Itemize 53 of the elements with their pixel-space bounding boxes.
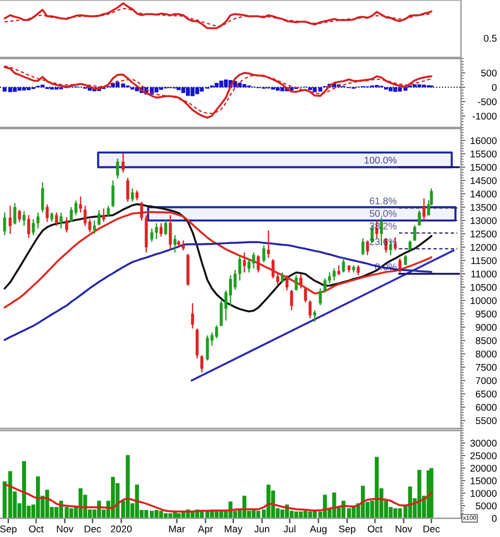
y-tick-label: 10000: [470, 297, 497, 304]
y-tick-label: 15000: [470, 164, 497, 171]
series-label: 0.0%: [375, 263, 397, 270]
y-tick-label: 14500: [470, 177, 497, 184]
x-tick-label: Dec: [424, 526, 440, 532]
y-tick-label: 16000: [470, 137, 497, 144]
y-tick-label: 13500: [470, 204, 497, 211]
y-tick-label: 15500: [470, 150, 497, 158]
y-tick-label: 10500: [470, 284, 497, 291]
x-tick-label: 2020: [110, 526, 132, 532]
x-tick-label: Sep: [0, 526, 17, 534]
y-tick-label: 0: [492, 515, 497, 522]
y-tick-label: 12500: [470, 230, 497, 238]
x-tick-label: Apr: [198, 526, 213, 534]
y-tick-label: 8500: [476, 337, 497, 344]
y-tick-label: 8000: [476, 350, 497, 358]
y-tick-label: 20000: [470, 464, 497, 472]
x-tick-label: Dec: [84, 526, 101, 532]
x-tick-label: Nov: [56, 526, 74, 532]
series-label: 50.0%: [370, 210, 397, 217]
text: 0.5: [484, 34, 497, 42]
x-tick-label: Nov: [396, 526, 412, 532]
x-tick-label: Jun: [254, 526, 270, 532]
x-tick-label: Sep: [338, 526, 356, 534]
y-tick-label: 9500: [476, 310, 497, 318]
y-tick-label: 13000: [470, 217, 497, 224]
series-label: 61.8%: [370, 197, 397, 204]
y-tick-label: 9000: [476, 324, 497, 331]
y-tick-label: -500: [478, 98, 497, 106]
y-tick-label: 10000: [470, 490, 497, 497]
y-tick-label: 11000: [471, 270, 497, 278]
x-tick-label: Aug: [310, 526, 326, 534]
x-tick-label: Mar: [169, 526, 186, 532]
y-tick-label: 15000: [470, 477, 497, 484]
y-tick-label: 7000: [476, 377, 497, 384]
y-tick-label: -1000: [472, 112, 497, 120]
y-tick-label: 14000: [470, 190, 497, 198]
x-tick-label: May: [224, 526, 242, 534]
y-tick-label: 6500: [476, 390, 497, 398]
x-tick-label: Oct: [368, 526, 382, 532]
y-tick-label: 0: [492, 84, 497, 91]
y-tick-label: 500: [481, 70, 497, 76]
x-tick-label: Jul: [284, 525, 296, 532]
y-tick-label: 5000: [476, 502, 497, 510]
y-tick-label: 12000: [470, 244, 497, 251]
y-tick-label: 5500: [476, 417, 497, 424]
y-tick-label: 25000: [470, 452, 497, 460]
series-label: 100.0%: [364, 156, 397, 164]
y-tick-label: 30000: [470, 440, 497, 447]
y-tick-label: 6000: [476, 404, 497, 411]
y-tick-label: 11500: [471, 257, 497, 264]
y-tick-label: 7500: [476, 364, 497, 371]
x-tick-label: Oct: [29, 526, 44, 532]
